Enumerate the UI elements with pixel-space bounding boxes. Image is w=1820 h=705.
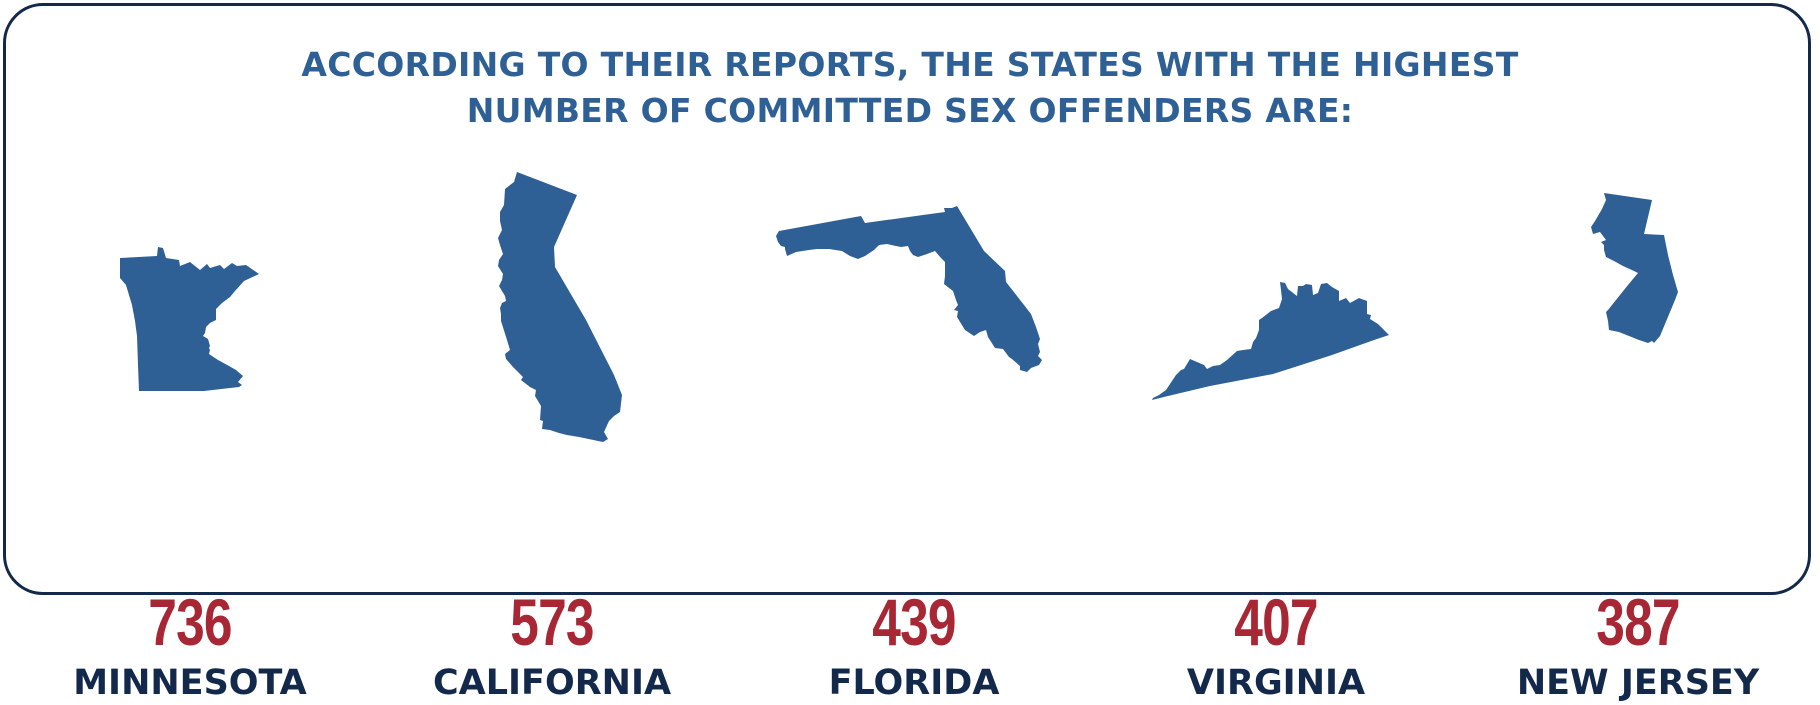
count-virginia: 407	[1234, 585, 1318, 659]
california-map-icon	[498, 172, 622, 442]
virginia-map-icon	[1152, 282, 1389, 400]
state-new-jersey: 387 NEW JERSEY	[1488, 150, 1788, 703]
new-jersey-map-icon	[1591, 193, 1678, 343]
headline-line-1: ACCORDING TO THEIR REPORTS, THE STATES W…	[301, 45, 1519, 84]
headline-line-2: NUMBER OF COMMITTED SEX OFFENDERS ARE:	[466, 91, 1354, 130]
minnesota-map-icon	[120, 247, 259, 391]
name-minnesota: MINNESOTA	[73, 663, 307, 703]
state-minnesota: 736 MINNESOTA	[40, 150, 340, 703]
state-virginia: 407 VIRGINIA	[1126, 150, 1426, 703]
florida-map-icon	[776, 206, 1042, 372]
headline: ACCORDING TO THEIR REPORTS, THE STATES W…	[0, 42, 1820, 134]
name-florida: FLORIDA	[828, 663, 1000, 703]
count-florida: 439	[872, 585, 956, 659]
state-california: 573 CALIFORNIA	[402, 150, 702, 703]
count-california: 573	[510, 585, 594, 659]
name-new-jersey: NEW JERSEY	[1516, 663, 1760, 703]
count-new-jersey: 387	[1596, 585, 1680, 659]
name-california: CALIFORNIA	[432, 663, 672, 703]
name-virginia: VIRGINIA	[1186, 663, 1366, 703]
count-minnesota: 736	[148, 585, 232, 659]
state-florida: 439 FLORIDA	[764, 150, 1064, 703]
infographic-card	[3, 3, 1811, 595]
